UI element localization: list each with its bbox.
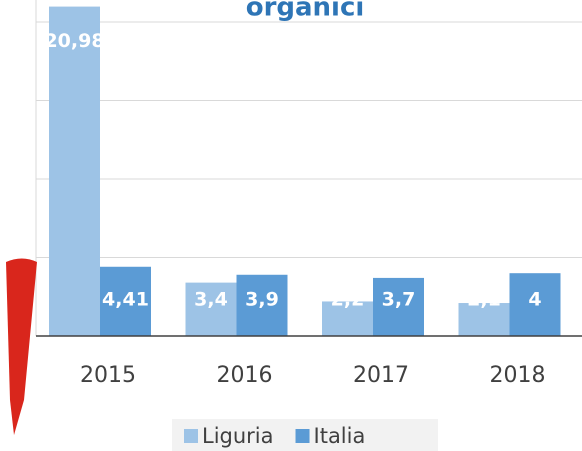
data-label: 4 <box>528 289 541 311</box>
data-label: 3,9 <box>245 289 279 311</box>
chart: organici 2015 20,98 4,41 2016 3,4 3,9 2017 2,2 3… <box>0 0 582 451</box>
chart-title: organici <box>246 0 365 23</box>
x-tick-label: 2016 <box>217 363 273 388</box>
legend-label: Italia <box>314 424 366 448</box>
x-tick-label: 2017 <box>353 363 409 388</box>
data-label: 4,41 <box>102 289 149 311</box>
x-tick-label: 2018 <box>490 363 546 388</box>
data-label: 3,7 <box>382 289 416 311</box>
legend-label: Liguria <box>202 424 274 448</box>
legend-swatch <box>296 429 310 443</box>
data-label: 2,2 <box>331 289 365 311</box>
x-tick-label: 2015 <box>80 363 136 388</box>
data-label: 20,98 <box>44 30 104 52</box>
legend-swatch <box>184 429 198 443</box>
data-label: 2,1 <box>467 289 501 311</box>
bar <box>49 7 100 336</box>
data-label: 3,4 <box>194 289 228 311</box>
